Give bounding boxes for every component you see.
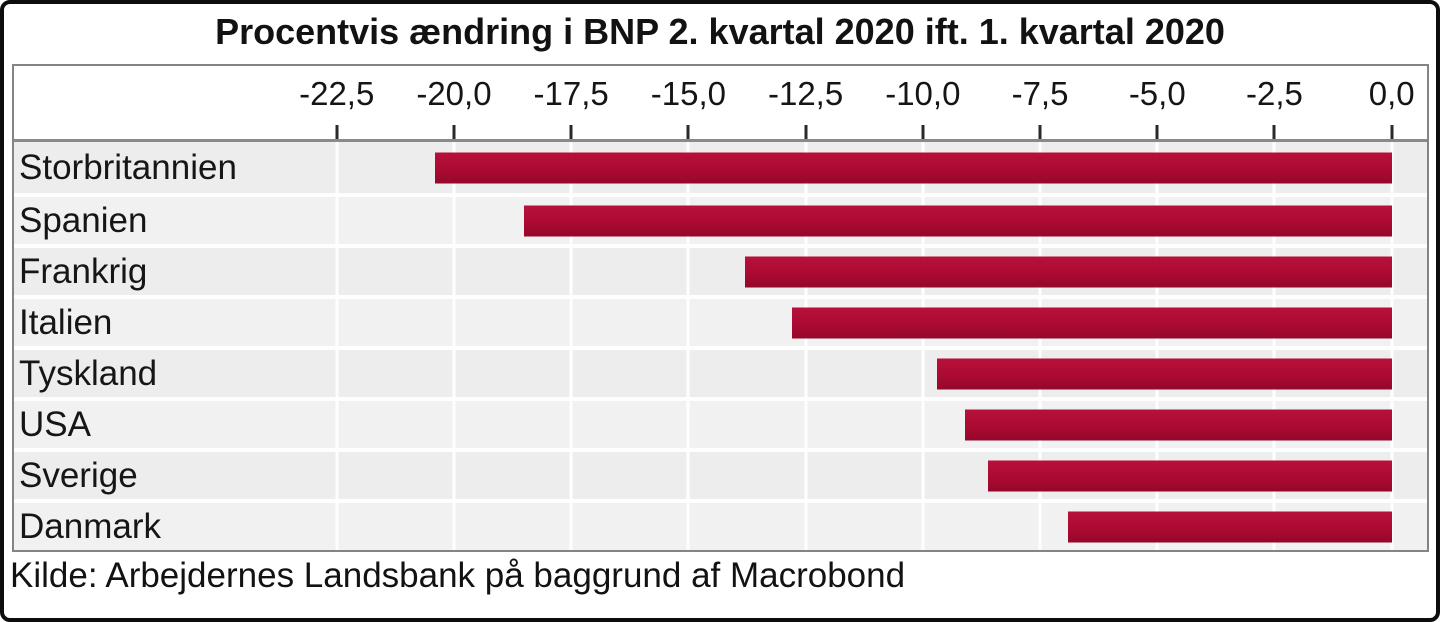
country-label: Frankrig (19, 251, 148, 291)
source-caption: Kilde: Arbejdernes Landsbank på baggrund… (10, 556, 906, 595)
plot-area: Storbritannien Spanien Frankrig Italien Tysk… (14, 139, 1427, 550)
x-tick-mark (335, 125, 339, 139)
x-tick-mark (1155, 125, 1159, 139)
x-tick-label: -7,5 (1011, 75, 1069, 112)
x-axis: -22,5 -20,0 -17,5 -15,0 -12,5 -10,0 -7,5 -5,0 -2… (14, 66, 1427, 139)
x-tick-label: -12,5 (767, 75, 844, 112)
x-tick-mark (1038, 125, 1042, 139)
x-tick-label: 0,0 (1368, 75, 1415, 112)
country-label: Danmark (19, 506, 161, 546)
chart-row: Sverige (14, 448, 1427, 499)
x-tick-mark (686, 125, 690, 139)
country-label: Spanien (19, 200, 148, 240)
country-label: Storbritannien (19, 147, 237, 187)
chart-row: USA (14, 397, 1427, 448)
chart-title: Procentvis ændring i BNP 2. kvartal 2020… (215, 11, 1225, 52)
x-tick-mark (921, 125, 925, 139)
x-tick-mark (1272, 125, 1276, 139)
bar (791, 307, 1392, 338)
chart-row: Tyskland (14, 346, 1427, 397)
x-tick-label: -2,5 (1246, 75, 1303, 112)
chart-row: Spanien (14, 193, 1427, 244)
country-label: Italien (19, 302, 113, 342)
chart-row: Italien (14, 295, 1427, 346)
country-label: USA (19, 404, 91, 444)
bar (988, 460, 1392, 491)
bar (936, 358, 1392, 389)
x-tick-mark (804, 125, 808, 139)
chart-row: Frankrig (14, 244, 1427, 295)
x-tick-mark (569, 125, 573, 139)
bar (1068, 511, 1392, 542)
country-label: Sverige (19, 455, 138, 495)
bar (744, 256, 1392, 287)
chart-row: Storbritannien (14, 142, 1427, 193)
bar (965, 409, 1392, 440)
x-tick-label: -5,0 (1128, 75, 1186, 112)
x-tick-label: -15,0 (650, 75, 726, 112)
chart-row: Danmark (14, 499, 1427, 550)
x-tick-mark (452, 125, 456, 139)
x-tick-label: -22,5 (299, 75, 375, 112)
x-tick-mark (1390, 125, 1394, 139)
bar (435, 152, 1392, 183)
x-tick-label: -20,0 (416, 75, 492, 112)
bar (524, 205, 1392, 236)
chart-area: -22,5 -20,0 -17,5 -15,0 -12,5 -10,0 -7,5 -5,0 -2… (12, 64, 1429, 552)
x-tick-label: -10,0 (885, 75, 961, 112)
country-label: Tyskland (19, 353, 158, 393)
x-tick-label: -17,5 (533, 75, 609, 112)
